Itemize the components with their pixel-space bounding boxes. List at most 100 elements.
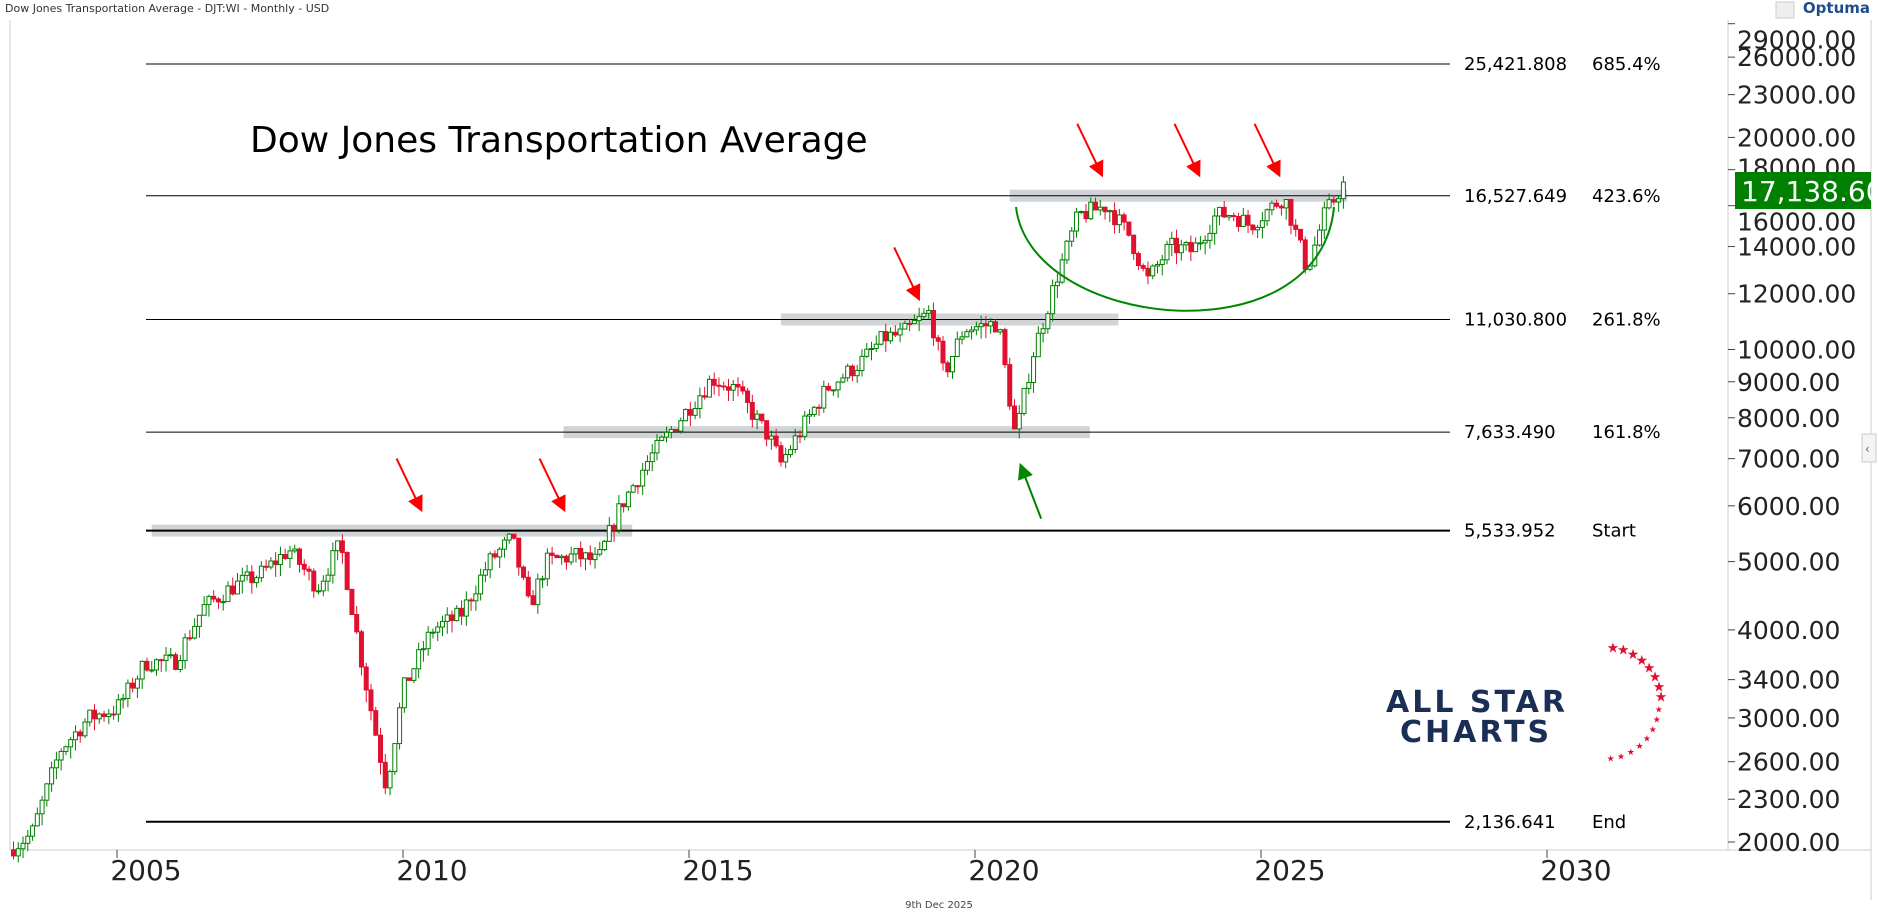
candle-down <box>816 406 822 409</box>
candle-up <box>1340 181 1346 200</box>
candle-up <box>44 783 50 801</box>
candle-up <box>625 491 631 508</box>
candle-down <box>301 563 307 570</box>
y-tick-label: 2300.00 <box>1737 785 1840 814</box>
candle-up <box>997 329 1003 333</box>
candle-up <box>1169 237 1175 245</box>
candle-down <box>1221 206 1227 218</box>
candle-down <box>935 337 941 342</box>
candle-up <box>1045 313 1051 330</box>
candle-up <box>864 348 870 357</box>
candle-up <box>139 660 145 680</box>
candle-up <box>463 599 469 617</box>
candle-down <box>1011 405 1017 430</box>
candle-down <box>687 408 693 416</box>
candle-up <box>606 525 612 542</box>
candle-up <box>1054 281 1060 287</box>
candle-down <box>749 401 755 420</box>
candle-up <box>316 590 322 593</box>
candle-down <box>1007 364 1013 407</box>
candle-up <box>168 654 174 657</box>
candle-down <box>468 599 474 602</box>
candle-down <box>459 607 465 617</box>
chevron-left-icon: ‹ <box>1865 442 1870 456</box>
candle-up <box>630 485 636 493</box>
candle-up <box>1336 198 1342 203</box>
candle-down <box>516 537 522 568</box>
candle-down <box>1140 265 1146 269</box>
collapse-panel-icon[interactable] <box>1861 433 1877 463</box>
candle-down <box>263 565 269 568</box>
candle-down <box>382 761 388 789</box>
candle-up <box>397 707 403 745</box>
candle-up <box>582 552 588 560</box>
candle-up <box>96 713 102 720</box>
star-icon: ★ <box>1655 690 1668 706</box>
candle-up <box>1073 211 1079 232</box>
candle-down <box>1236 216 1242 228</box>
candle-down <box>826 385 832 391</box>
candle-up <box>53 759 59 769</box>
star-icon: ★ <box>1653 679 1666 695</box>
candle-up <box>854 370 860 377</box>
candle-up <box>1035 332 1041 358</box>
candle-up <box>68 739 74 748</box>
candle-down <box>725 386 731 391</box>
candle-down <box>1302 239 1308 270</box>
candle-up <box>1107 210 1113 213</box>
candle-down <box>745 390 751 403</box>
candle-up <box>783 454 789 463</box>
star-icon: ★ <box>1617 752 1625 762</box>
candle-up <box>30 825 36 837</box>
candle-down <box>349 588 355 616</box>
fib-level-tag: 423.6% <box>1592 186 1661 207</box>
candle-up <box>153 659 159 671</box>
candle-down <box>530 595 536 606</box>
candle-down <box>930 309 936 339</box>
candle-up <box>1154 263 1160 267</box>
y-tick-label: 3400.00 <box>1737 666 1840 695</box>
candle-up <box>1164 243 1170 261</box>
candle-down <box>702 395 708 398</box>
candle-up <box>835 381 841 391</box>
candle-up <box>535 578 541 606</box>
candle-down <box>1112 210 1118 226</box>
star-icon: ★ <box>1627 748 1635 758</box>
candle-down <box>940 340 946 364</box>
star-icon: ★ <box>1627 647 1640 663</box>
candle-down <box>716 384 722 387</box>
candle-down <box>144 660 150 671</box>
candle-up <box>330 550 336 576</box>
candle-up <box>1216 206 1222 217</box>
candle-up <box>878 331 884 345</box>
candle-up <box>235 580 241 595</box>
fib-level-tag: 685.4% <box>1592 54 1661 75</box>
last-price-label: 17,138.60 <box>1741 175 1878 208</box>
candle-down <box>363 666 369 691</box>
candle-down <box>578 547 584 560</box>
candle-up <box>115 699 121 715</box>
candle-down <box>215 598 221 603</box>
candle-up <box>287 550 293 559</box>
candle-up <box>1240 214 1246 228</box>
candle-down <box>735 384 741 388</box>
candle-up <box>87 709 93 723</box>
candle-up <box>149 669 155 672</box>
candle-up <box>868 348 874 351</box>
fib-level-value: 11,030.800 <box>1464 309 1567 330</box>
y-tick-label: 9000.00 <box>1737 368 1840 397</box>
candle-down <box>306 568 312 572</box>
price-chart[interactable]: 29000.0026000.0023000.0020000.0018000.00… <box>0 0 1878 900</box>
candle-up <box>325 574 331 582</box>
candle-up <box>1197 242 1203 245</box>
candle-down <box>406 677 412 681</box>
candle-up <box>1064 240 1070 261</box>
candle-up <box>182 637 188 662</box>
candle-up <box>649 452 655 463</box>
candle-down <box>1135 253 1141 267</box>
candle-up <box>416 649 422 670</box>
footer-date: 9th Dec 2025 <box>905 900 973 911</box>
candle-up <box>1264 209 1270 222</box>
candle-down <box>1145 267 1151 277</box>
candle-down <box>764 420 770 440</box>
